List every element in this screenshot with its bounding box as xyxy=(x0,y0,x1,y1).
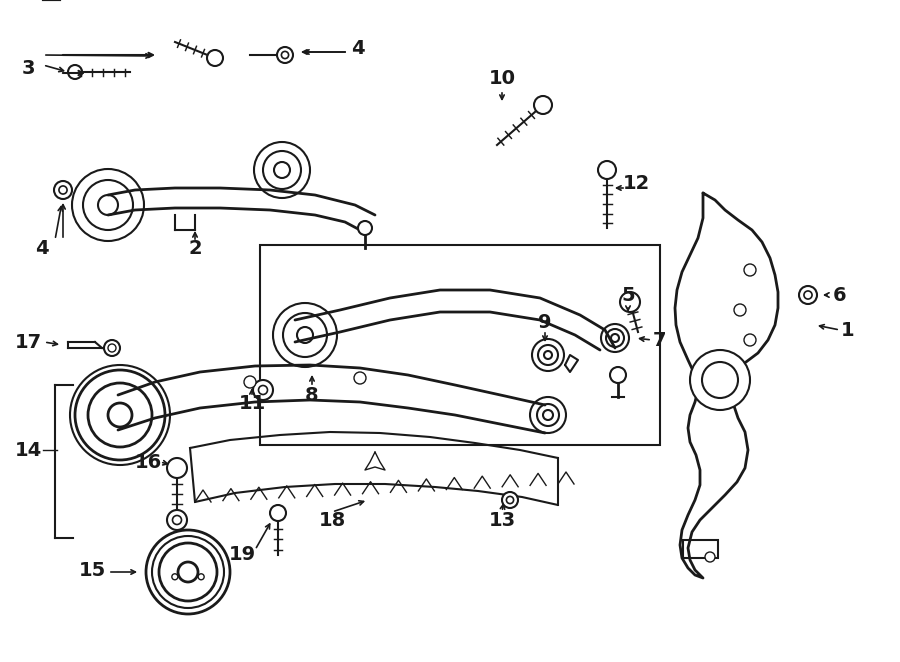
Circle shape xyxy=(198,574,204,580)
Circle shape xyxy=(799,286,817,304)
Circle shape xyxy=(358,221,372,235)
Text: 13: 13 xyxy=(489,510,516,530)
Circle shape xyxy=(277,47,293,63)
Circle shape xyxy=(207,50,223,66)
Text: 19: 19 xyxy=(229,545,256,565)
Circle shape xyxy=(620,292,640,312)
Circle shape xyxy=(744,334,756,346)
Circle shape xyxy=(534,96,552,114)
Circle shape xyxy=(598,161,616,179)
Circle shape xyxy=(167,458,187,478)
Circle shape xyxy=(690,350,750,410)
Circle shape xyxy=(804,291,812,299)
Circle shape xyxy=(104,340,120,356)
Text: 11: 11 xyxy=(238,393,266,412)
Text: 7: 7 xyxy=(653,330,667,350)
Circle shape xyxy=(734,304,746,316)
Circle shape xyxy=(270,505,286,521)
Circle shape xyxy=(282,52,289,59)
Text: 4: 4 xyxy=(351,38,364,58)
Circle shape xyxy=(108,344,116,352)
Circle shape xyxy=(702,362,738,398)
Text: 12: 12 xyxy=(623,173,650,193)
Circle shape xyxy=(173,516,182,524)
Circle shape xyxy=(68,65,82,79)
Circle shape xyxy=(59,186,68,194)
Circle shape xyxy=(244,376,256,388)
Text: 9: 9 xyxy=(538,312,552,332)
Circle shape xyxy=(253,380,273,400)
Circle shape xyxy=(744,264,756,276)
Text: 17: 17 xyxy=(14,332,41,352)
Circle shape xyxy=(507,496,514,504)
Circle shape xyxy=(502,492,518,508)
Circle shape xyxy=(610,367,626,383)
Text: 15: 15 xyxy=(78,561,105,579)
Circle shape xyxy=(258,385,267,395)
Circle shape xyxy=(354,372,366,384)
Text: 3: 3 xyxy=(22,58,35,77)
Text: 18: 18 xyxy=(319,510,346,530)
Text: 8: 8 xyxy=(305,385,319,404)
Circle shape xyxy=(705,552,715,562)
Bar xyxy=(260,245,660,445)
Text: 5: 5 xyxy=(621,285,634,305)
Bar xyxy=(683,540,718,558)
Text: 14: 14 xyxy=(14,440,41,459)
Text: 4: 4 xyxy=(35,238,49,258)
Text: 10: 10 xyxy=(489,68,516,87)
Text: 1: 1 xyxy=(842,320,855,340)
Text: 2: 2 xyxy=(188,238,202,258)
Circle shape xyxy=(54,181,72,199)
Text: 6: 6 xyxy=(833,285,847,305)
Text: 16: 16 xyxy=(134,453,162,471)
Circle shape xyxy=(167,510,187,530)
Circle shape xyxy=(172,574,178,580)
